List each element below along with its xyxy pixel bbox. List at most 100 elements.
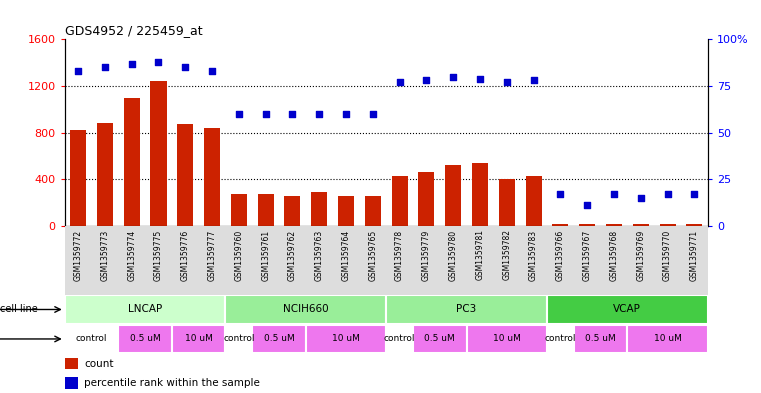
- Text: GSM1359761: GSM1359761: [261, 230, 270, 281]
- Point: [233, 111, 245, 117]
- Text: 10 uM: 10 uM: [654, 334, 682, 343]
- Text: GSM1359764: GSM1359764: [342, 230, 351, 281]
- Text: GSM1359783: GSM1359783: [529, 230, 538, 281]
- Text: GSM1359768: GSM1359768: [610, 230, 619, 281]
- Text: GSM1359780: GSM1359780: [449, 230, 457, 281]
- Bar: [413, 325, 466, 353]
- Point: [501, 79, 513, 85]
- Text: GSM1359765: GSM1359765: [368, 230, 377, 281]
- Bar: [285, 196, 301, 226]
- Bar: [627, 325, 708, 353]
- Point: [72, 68, 84, 74]
- Text: GSM1359771: GSM1359771: [689, 230, 699, 281]
- Bar: [445, 165, 461, 226]
- Text: count: count: [84, 358, 113, 369]
- Text: GSM1359766: GSM1359766: [556, 230, 565, 281]
- Bar: [231, 195, 247, 226]
- Bar: [472, 163, 488, 226]
- Text: GSM1359782: GSM1359782: [502, 230, 511, 281]
- Text: GSM1359762: GSM1359762: [288, 230, 297, 281]
- Text: GSM1359772: GSM1359772: [74, 230, 83, 281]
- Text: PC3: PC3: [457, 305, 476, 314]
- Point: [527, 77, 540, 84]
- Bar: [65, 358, 78, 369]
- Point: [581, 202, 594, 209]
- Bar: [632, 224, 649, 226]
- Bar: [579, 224, 595, 226]
- Bar: [177, 125, 193, 226]
- Text: GSM1359770: GSM1359770: [663, 230, 672, 281]
- Point: [286, 111, 298, 117]
- Text: GSM1359773: GSM1359773: [100, 230, 110, 281]
- Text: GSM1359778: GSM1359778: [395, 230, 404, 281]
- Text: 10 uM: 10 uM: [185, 334, 212, 343]
- Point: [661, 191, 673, 197]
- Text: GSM1359776: GSM1359776: [181, 230, 189, 281]
- Text: 0.5 uM: 0.5 uM: [263, 334, 295, 343]
- Text: control: control: [223, 334, 255, 343]
- Text: GSM1359763: GSM1359763: [315, 230, 323, 281]
- Bar: [257, 195, 274, 226]
- Bar: [70, 130, 86, 226]
- Text: cell line: cell line: [0, 305, 44, 314]
- Bar: [225, 325, 252, 353]
- Bar: [306, 325, 386, 353]
- Point: [99, 64, 111, 70]
- Bar: [172, 325, 225, 353]
- Point: [179, 64, 191, 70]
- Text: 0.5 uM: 0.5 uM: [425, 334, 455, 343]
- Point: [340, 111, 352, 117]
- Bar: [386, 296, 547, 324]
- Text: GDS4952 / 225459_at: GDS4952 / 225459_at: [65, 24, 202, 37]
- Point: [313, 111, 325, 117]
- Bar: [118, 325, 172, 353]
- Text: GSM1359777: GSM1359777: [208, 230, 217, 281]
- Bar: [574, 325, 627, 353]
- Bar: [365, 196, 380, 226]
- Text: VCAP: VCAP: [613, 305, 642, 314]
- Point: [126, 61, 138, 67]
- Bar: [338, 196, 354, 226]
- Text: GSM1359760: GSM1359760: [234, 230, 244, 281]
- Bar: [204, 128, 220, 226]
- Text: GSM1359769: GSM1359769: [636, 230, 645, 281]
- Point: [608, 191, 620, 197]
- Bar: [660, 224, 676, 226]
- Point: [152, 59, 164, 65]
- Bar: [547, 296, 708, 324]
- Text: GSM1359781: GSM1359781: [476, 230, 485, 281]
- Bar: [686, 224, 702, 226]
- Text: control: control: [545, 334, 576, 343]
- Point: [447, 73, 460, 80]
- Point: [260, 111, 272, 117]
- Bar: [225, 296, 386, 324]
- Text: percentile rank within the sample: percentile rank within the sample: [84, 378, 260, 388]
- Point: [420, 77, 432, 84]
- Bar: [252, 325, 306, 353]
- Bar: [386, 325, 413, 353]
- Text: GSM1359775: GSM1359775: [154, 230, 163, 281]
- Bar: [552, 224, 568, 226]
- Bar: [311, 192, 327, 226]
- Text: 10 uM: 10 uM: [332, 334, 360, 343]
- Text: 10 uM: 10 uM: [493, 334, 521, 343]
- Point: [206, 68, 218, 74]
- Bar: [498, 179, 514, 226]
- Bar: [65, 377, 78, 389]
- Text: NCIH660: NCIH660: [283, 305, 329, 314]
- Point: [554, 191, 566, 197]
- Bar: [65, 325, 118, 353]
- Text: control: control: [384, 334, 416, 343]
- Text: GSM1359779: GSM1359779: [422, 230, 431, 281]
- Point: [688, 191, 700, 197]
- Bar: [526, 176, 542, 226]
- Text: control: control: [76, 334, 107, 343]
- Bar: [151, 81, 167, 226]
- Text: GSM1359774: GSM1359774: [127, 230, 136, 281]
- Bar: [392, 176, 408, 226]
- Text: LNCAP: LNCAP: [128, 305, 162, 314]
- Bar: [606, 224, 622, 226]
- Point: [393, 79, 406, 85]
- Bar: [419, 172, 435, 226]
- Text: GSM1359767: GSM1359767: [583, 230, 591, 281]
